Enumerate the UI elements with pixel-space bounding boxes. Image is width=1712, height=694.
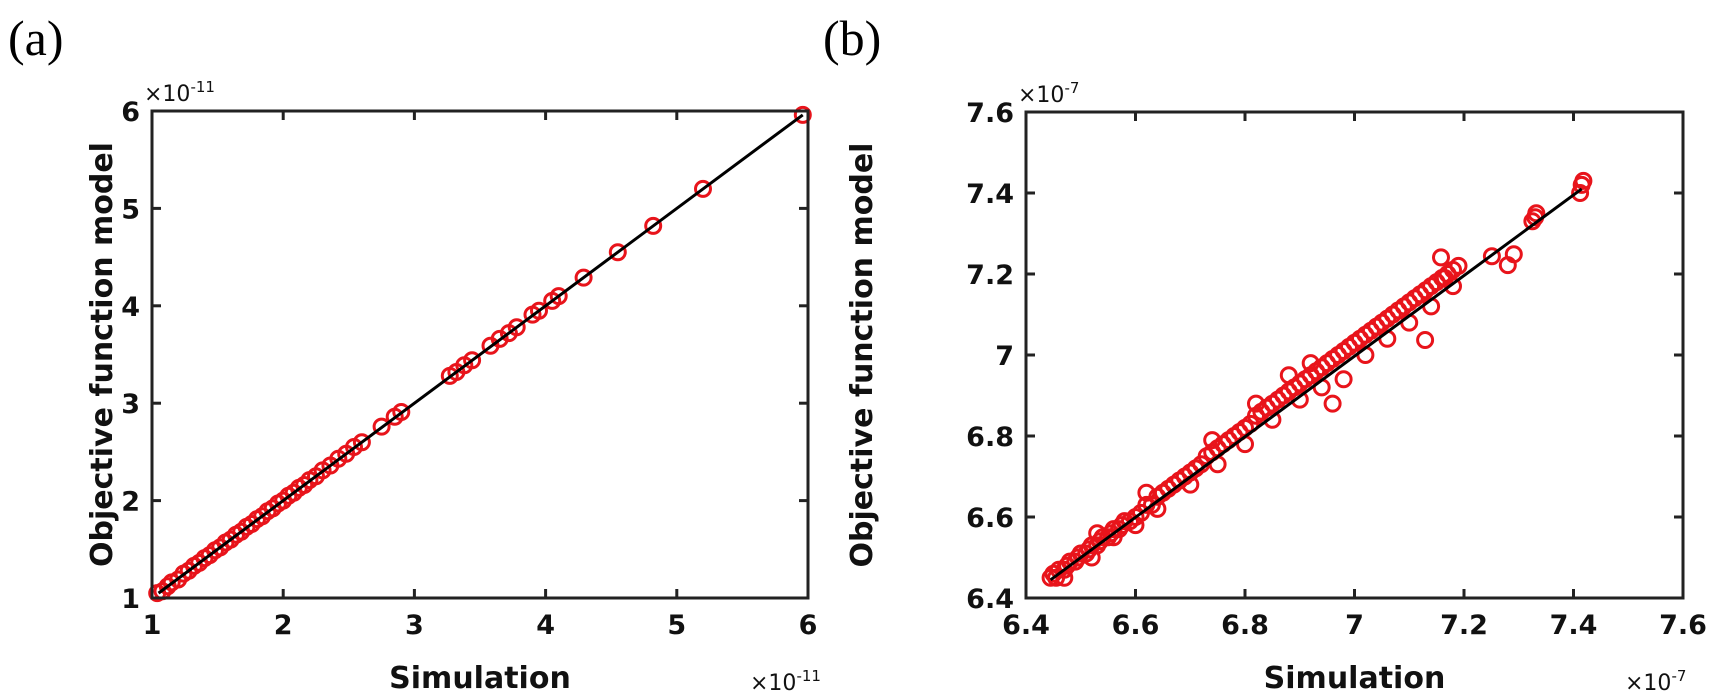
y-tick-label: 3 [121,389,140,420]
y-tick-label: 6.8 [966,422,1014,453]
data-point [1279,366,1298,385]
y-tick-label: 7.6 [966,98,1014,129]
x-tick-label: 7 [1345,610,1364,641]
x-tick-label: 7.4 [1550,610,1598,641]
data-point [1574,171,1593,190]
y-tick-label: 6.4 [966,584,1014,615]
data-point [352,433,371,452]
panel-label-a: (a) [8,10,64,66]
data-point [1290,390,1309,409]
data-point [1247,394,1265,413]
y-axis-label-b: Objective function model [845,143,880,568]
y-exponent-b: ×10-7 [1018,79,1079,108]
x-tick-label: 5 [667,610,686,641]
data-point [1416,331,1435,349]
y-tick-label: 7 [995,341,1014,372]
y-axis-label-a: Objective function model [85,142,120,567]
data-point [372,417,391,436]
x-exponent-b: ×10-7 [1625,667,1686,694]
data-point [530,301,548,320]
data-point [1137,483,1156,502]
y-tick-label: 6.6 [966,503,1014,534]
data-point [1432,248,1450,267]
x-tick-label: 4 [536,610,555,641]
axes-box-a [150,109,810,600]
x-tick-label: 2 [274,610,293,641]
data-point [793,105,812,124]
y-tick-label: 7.2 [966,260,1014,291]
y-tick-label: 1 [121,584,140,615]
x-axis-label-a: Simulation [389,661,571,694]
data-point [694,179,712,198]
data-point [463,351,482,370]
data-point [644,216,663,235]
x-exponent-a: ×10-11 [750,667,821,694]
panel-a: (a) 1 2 3 4 5 6 1 2 3 4 5 6 Simulation Objective fu… [8,10,821,694]
x-tick-label: 7.6 [1659,610,1707,641]
x-tick-label: 6.4 [1002,610,1050,641]
data-point [1301,354,1320,373]
data-point [1263,410,1282,429]
x-tick-label: 3 [405,610,424,641]
x-axis-label-b: Simulation [1264,661,1446,694]
y-tick-label: 2 [121,487,140,518]
data-point [1482,247,1501,266]
data-point [1449,256,1468,275]
data-point [1571,184,1590,202]
y-tick-label: 4 [121,292,140,323]
fit-line-b [1049,187,1583,581]
panel-b: (b) 6.4 6.6 6.8 7 7.2 7.4 7.6 6.4 6.6 6.8 7 7.2 7.4 7… [823,10,1707,694]
x-tick-label: 1 [143,610,162,641]
panel-label-b: (b) [823,10,881,66]
ticks-b: 6.4 6.6 6.8 7 7.2 7.4 7.6 6.4 6.6 6.8 7 7.2 7.4 7.6 [966,98,1707,641]
data-point [1323,394,1342,413]
x-tick-label: 6.8 [1221,610,1269,641]
data-point [1088,524,1107,543]
x-tick-label: 7.2 [1440,610,1488,641]
data-point [549,287,568,306]
fit-line-a [157,113,804,595]
data-point [1334,370,1353,389]
x-tick-label: 6.6 [1112,610,1160,641]
data-point [295,476,314,494]
y-exponent-a: ×10-11 [144,78,215,107]
y-tick-label: 5 [121,194,140,225]
ticks-a: 1 2 3 4 5 6 1 2 3 4 5 6 [121,97,817,641]
data-point [574,268,593,287]
data-point [507,318,526,337]
y-tick-label: 7.4 [966,179,1014,210]
data-point [392,403,411,421]
y-tick-label: 6 [121,97,140,128]
x-tick-label: 6 [799,610,818,641]
scatter-points-a [148,105,812,603]
data-point [1435,269,1454,287]
data-point [608,243,627,262]
data-point [1498,256,1517,275]
data-point [1203,431,1222,450]
